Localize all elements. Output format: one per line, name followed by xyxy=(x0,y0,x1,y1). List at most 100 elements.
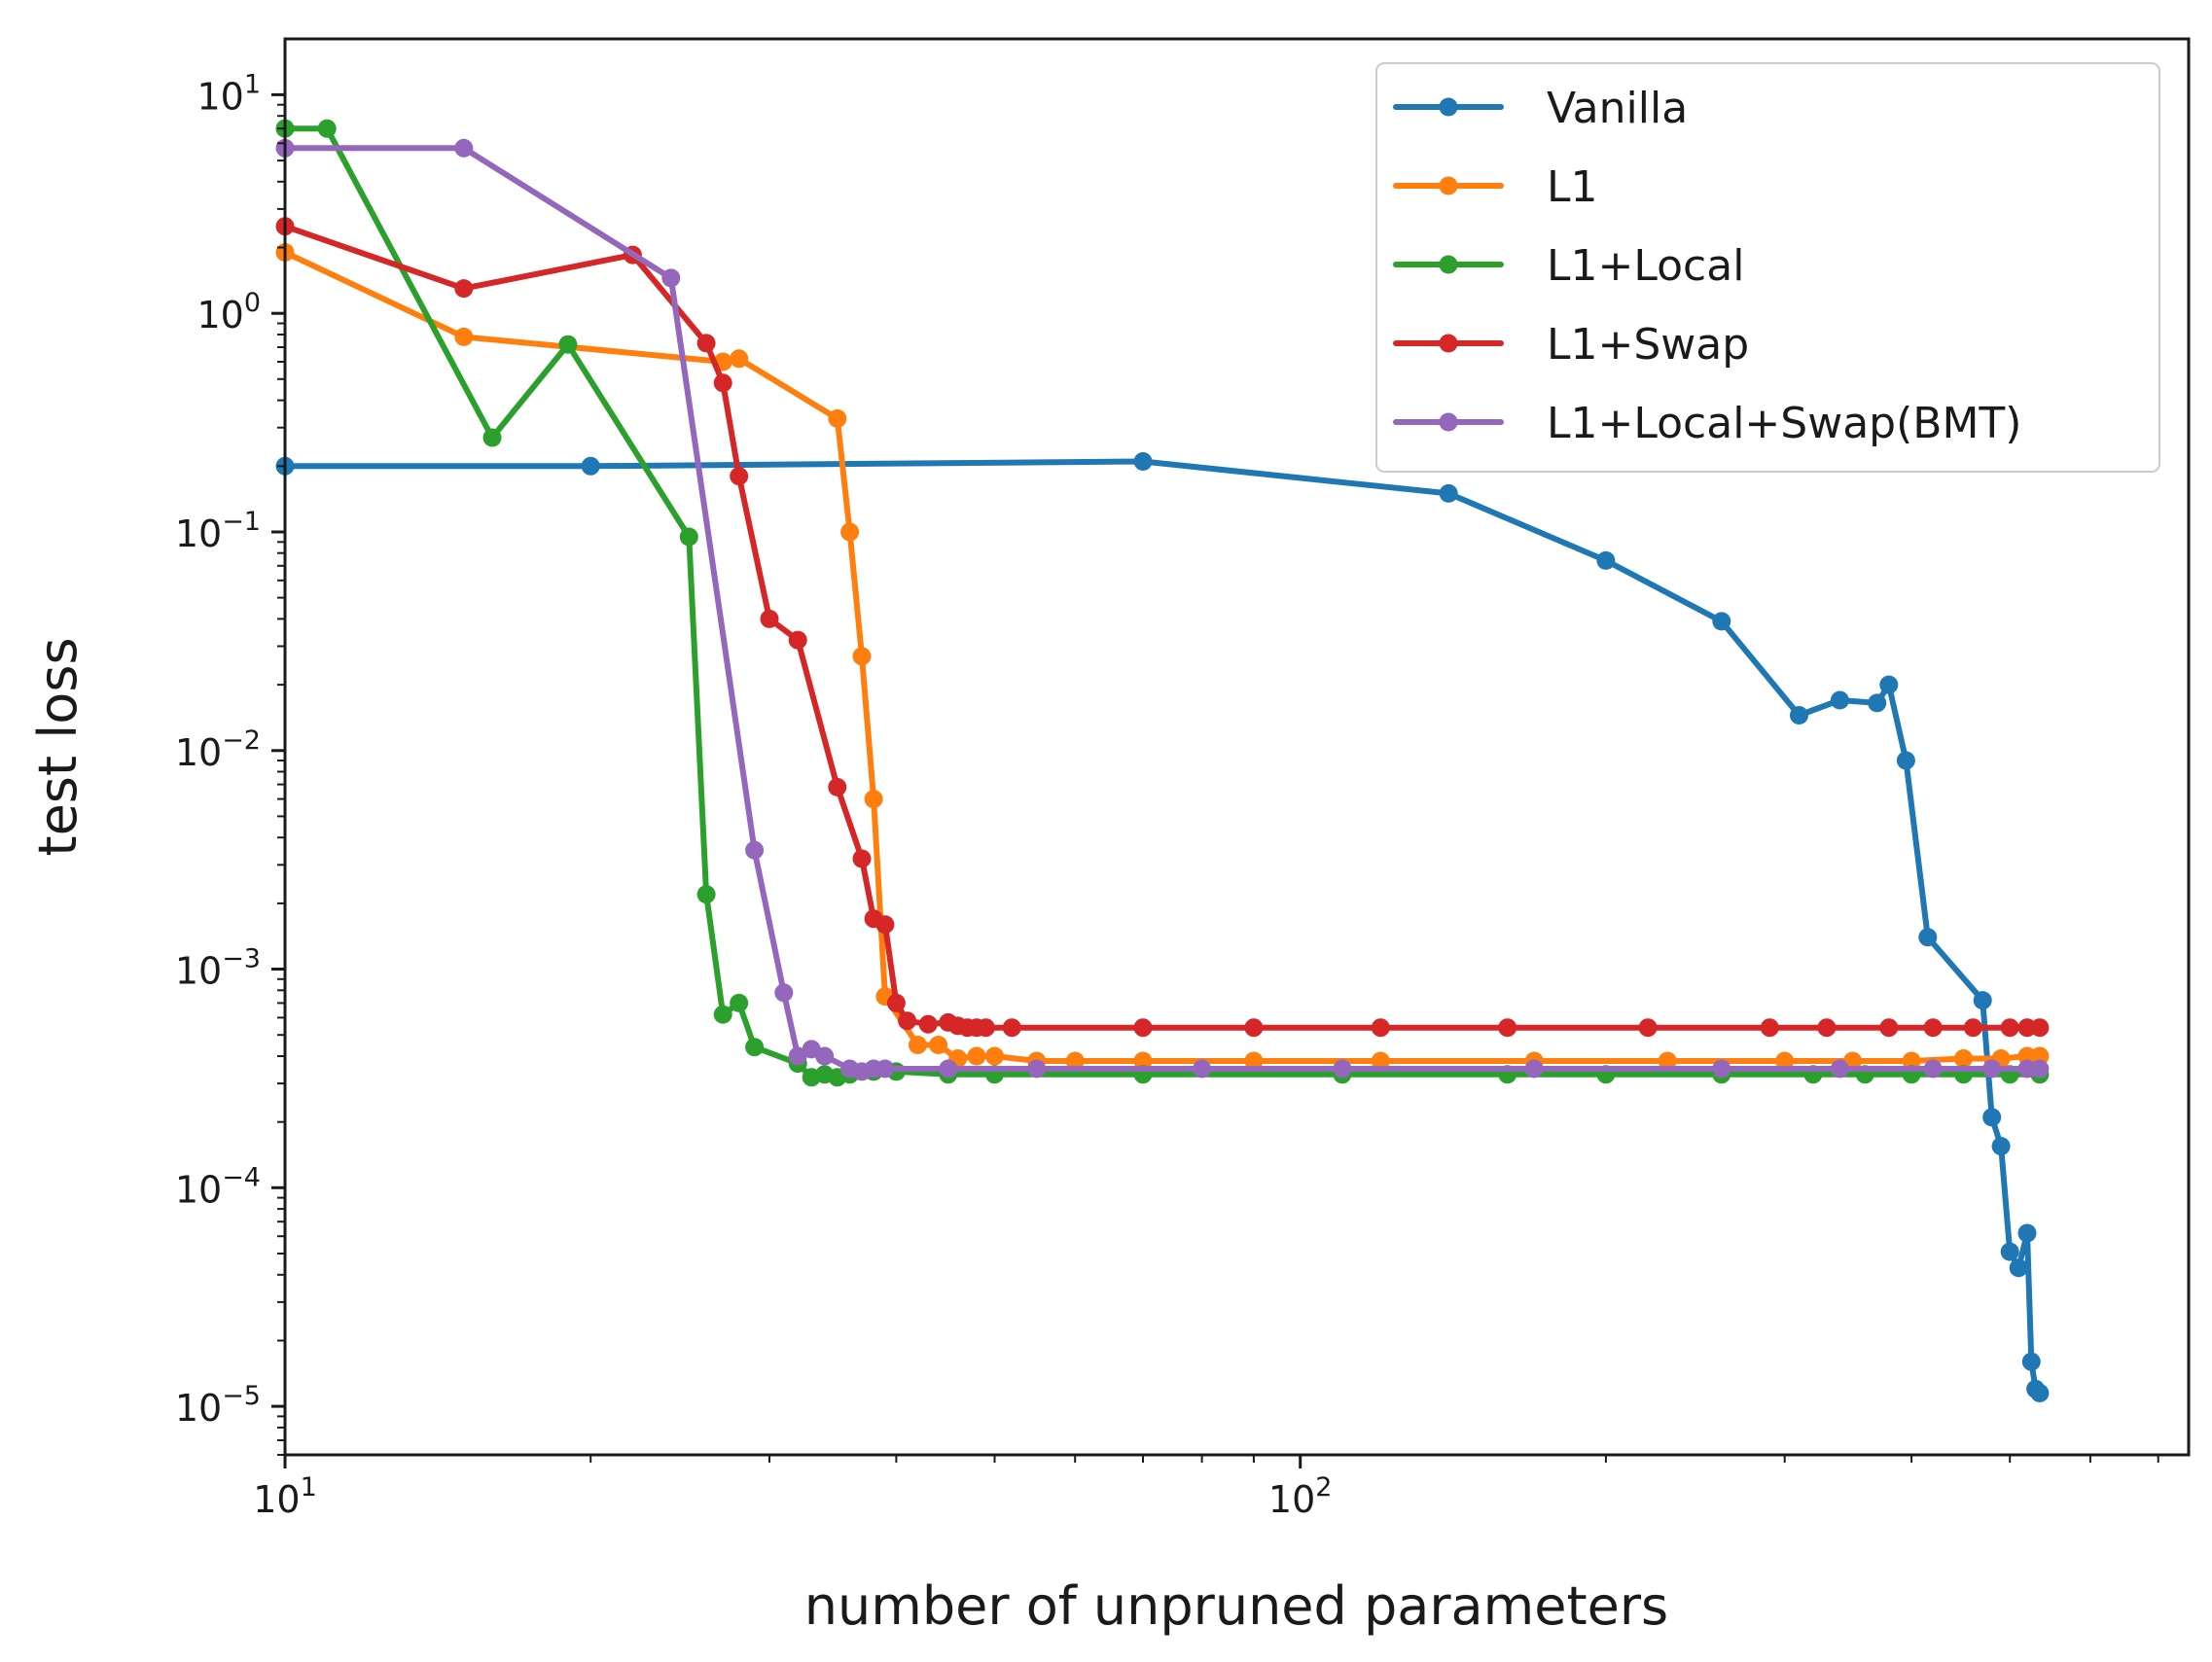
legend-item-l1-local-swap-bmt: L1+Local+Swap(BMT) xyxy=(1393,399,2021,448)
data-point-l1-local xyxy=(730,993,749,1012)
y-axis-title: test loss xyxy=(27,637,89,856)
data-point-l1 xyxy=(2030,1046,2050,1066)
y-tick-label-exponent: −2 xyxy=(222,725,261,756)
y-tick-label-exponent: −5 xyxy=(222,1381,261,1411)
data-point-l1 xyxy=(1902,1051,1921,1071)
x-axis: 101 102 xyxy=(253,1455,2159,1521)
data-point-l1-local xyxy=(558,335,578,354)
data-point-l1-swap xyxy=(875,915,895,935)
data-point-vanilla xyxy=(1596,550,1616,570)
data-point-l1-local-swap-bmt xyxy=(1333,1059,1352,1079)
data-point-vanilla xyxy=(1712,612,1731,631)
y-tick-label-base: 10 xyxy=(175,950,222,993)
data-point-vanilla xyxy=(1879,675,1899,694)
data-point-l1-swap xyxy=(1244,1018,1264,1038)
data-point-l1-swap xyxy=(760,609,779,628)
data-point-l1-swap xyxy=(1498,1018,1517,1038)
data-point-vanilla xyxy=(1973,991,1992,1010)
data-point-l1 xyxy=(929,1036,948,1054)
x-tick-label-exponent: 1 xyxy=(301,1472,317,1503)
data-point-l1-swap xyxy=(1963,1018,1982,1038)
data-point-l1 xyxy=(909,1036,927,1054)
data-point-l1-local-swap-bmt xyxy=(745,840,765,860)
data-point-l1-local-swap-bmt xyxy=(1712,1059,1731,1079)
data-point-l1-swap xyxy=(1879,1018,1899,1038)
x-tick-label-base: 10 xyxy=(253,1478,300,1521)
data-point-l1-swap xyxy=(1133,1018,1153,1038)
data-point-vanilla xyxy=(1790,706,1808,725)
x-tick-label: 102 xyxy=(1268,1472,1333,1521)
x-tick-label-exponent: 2 xyxy=(1315,1472,1332,1503)
data-point-l1-local-swap-bmt xyxy=(1193,1059,1212,1079)
data-point-l1-local xyxy=(482,428,502,447)
y-tick-label: 101 xyxy=(196,69,261,118)
data-point-vanilla xyxy=(2030,1384,2050,1402)
data-point-l1 xyxy=(1371,1051,1390,1071)
data-point-l1-swap xyxy=(1638,1018,1658,1038)
y-tick-label-base: 10 xyxy=(175,1387,222,1430)
x-tick-label-base: 10 xyxy=(1268,1478,1315,1521)
legend: Vanilla L1 L1+Local L1+Swap L1+Local+Swap(BM… xyxy=(1375,62,2160,473)
y-tick-label: 10−1 xyxy=(175,507,261,555)
data-point-l1-swap xyxy=(788,630,807,650)
legend-swatch-marker xyxy=(1439,97,1458,117)
data-point-l1-swap xyxy=(852,849,872,868)
data-point-l1 xyxy=(828,408,847,428)
data-point-vanilla xyxy=(1439,483,1458,503)
series-l1-local-swap-bmt xyxy=(275,138,2050,1081)
y-tick-label-exponent: −3 xyxy=(222,944,261,974)
data-point-l1-swap xyxy=(976,1018,995,1038)
x-tick-label: 101 xyxy=(253,1472,317,1521)
legend-label: Vanilla xyxy=(1547,84,1688,133)
data-point-l1 xyxy=(1133,1051,1153,1071)
data-point-l1-swap xyxy=(454,279,474,299)
data-point-vanilla xyxy=(2017,1223,2037,1243)
y-tick-label-exponent: −1 xyxy=(222,507,261,537)
y-tick-label: 10−5 xyxy=(175,1381,261,1430)
plot-frame xyxy=(283,37,2191,1457)
data-point-l1 xyxy=(1954,1049,1973,1068)
data-point-l1-swap xyxy=(1760,1018,1779,1038)
legend-swatch-marker xyxy=(1439,334,1458,353)
data-point-vanilla xyxy=(1991,1137,2011,1156)
data-point-l1-swap xyxy=(898,1011,917,1031)
y-tick-label-base: 10 xyxy=(175,513,222,555)
data-point-vanilla xyxy=(1133,452,1153,471)
data-point-l1 xyxy=(730,349,749,369)
data-point-l1-local-swap-bmt xyxy=(1923,1059,1943,1079)
data-point-l1-local-swap-bmt xyxy=(1027,1059,1047,1079)
data-point-l1-swap xyxy=(1371,1018,1390,1038)
data-point-vanilla xyxy=(1918,928,1938,947)
legend-label: L1+Local+Swap(BMT) xyxy=(1547,399,2021,448)
y-tick-label-exponent: 1 xyxy=(244,69,261,99)
legend-item-vanilla: Vanilla xyxy=(1393,84,1688,133)
series-vanilla xyxy=(275,452,2050,1402)
legend-label: L1+Swap xyxy=(1547,320,1749,370)
data-point-l1-swap xyxy=(918,1014,938,1034)
y-tick-label-base: 10 xyxy=(196,75,243,118)
data-point-l1-local-swap-bmt xyxy=(875,1059,895,1079)
y-tick-label-exponent: 0 xyxy=(244,288,261,318)
data-point-vanilla xyxy=(2009,1258,2028,1278)
data-point-l1-swap xyxy=(1002,1018,1021,1038)
legend-label: L1+Local xyxy=(1547,241,1744,291)
data-point-l1-local-swap-bmt xyxy=(1524,1059,1544,1079)
data-point-l1 xyxy=(840,522,860,542)
data-point-l1-swap xyxy=(828,777,847,796)
data-point-l1 xyxy=(1775,1051,1795,1071)
y-tick-label-base: 10 xyxy=(175,731,222,774)
data-point-l1-local-swap-bmt xyxy=(454,138,474,158)
y-tick-label: 10−4 xyxy=(175,1162,261,1211)
series-layer xyxy=(275,119,2050,1402)
data-point-l1-local xyxy=(713,1005,732,1024)
data-point-l1-local-swap-bmt xyxy=(815,1046,835,1066)
legend-label: L1 xyxy=(1547,162,1598,212)
data-point-l1-swap xyxy=(2000,1018,2019,1038)
data-point-l1 xyxy=(852,647,872,666)
data-point-l1-swap xyxy=(886,993,906,1012)
legend-swatch-marker xyxy=(1439,412,1458,432)
legend-item-l1-swap: L1+Swap xyxy=(1393,320,1749,370)
legend-frame xyxy=(1375,62,2160,473)
legend-item-l1-local: L1+Local xyxy=(1393,241,1744,291)
